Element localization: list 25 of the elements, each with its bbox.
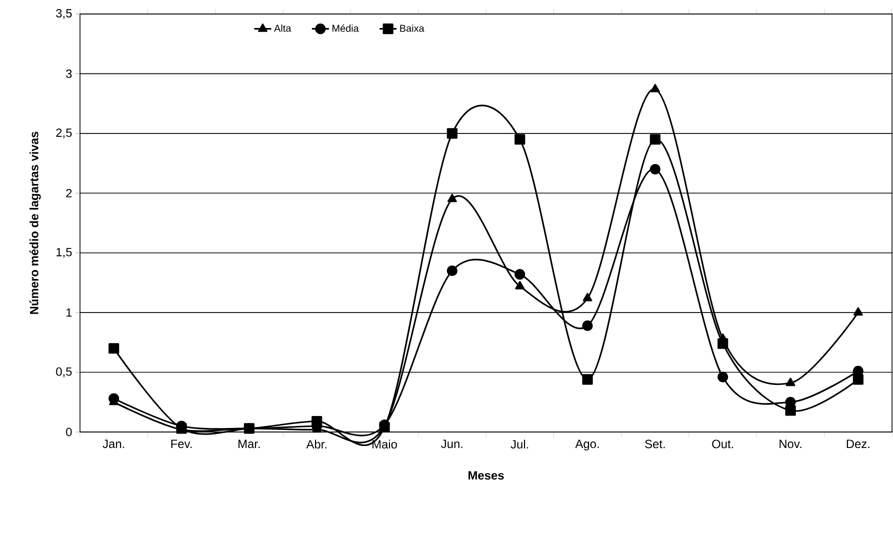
y-tick-label: 0,5 xyxy=(56,367,72,378)
x-tick-label: Set. xyxy=(645,440,665,448)
x-tick-label: Out. xyxy=(712,440,734,448)
x-tick-label: Jan. xyxy=(102,440,124,448)
y-tick-label: 1,5 xyxy=(56,248,72,258)
y-tick-label: 2,5 xyxy=(56,128,72,138)
y-tick-label: 3 xyxy=(66,69,72,78)
x-tick-label: Abr. xyxy=(306,440,326,449)
legend-label: Média xyxy=(332,24,359,32)
x-tick-label: Mar. xyxy=(238,440,260,448)
y-tick-label: 1 xyxy=(66,308,72,317)
y-tick-label: 0 xyxy=(66,428,72,436)
y-axis-title: Número médio de lagartas vivas xyxy=(29,132,41,314)
x-axis-title: Meses xyxy=(468,471,504,480)
x-tick-label: Jun. xyxy=(441,440,462,448)
legend-label: Alta xyxy=(274,24,292,32)
x-tick-label: Fev. xyxy=(171,440,192,448)
x-tick-label: Nov. xyxy=(780,440,802,448)
x-tick-label: Ago. xyxy=(575,440,599,450)
x-tick-label: Dez. xyxy=(846,440,870,448)
legend-label: Baixa xyxy=(400,24,424,32)
y-tick-label: 3,5 xyxy=(56,9,72,19)
x-tick-label: Maio xyxy=(372,440,397,449)
x-tick-label: Jul. xyxy=(510,440,528,449)
y-tick-label: 2 xyxy=(66,188,72,198)
